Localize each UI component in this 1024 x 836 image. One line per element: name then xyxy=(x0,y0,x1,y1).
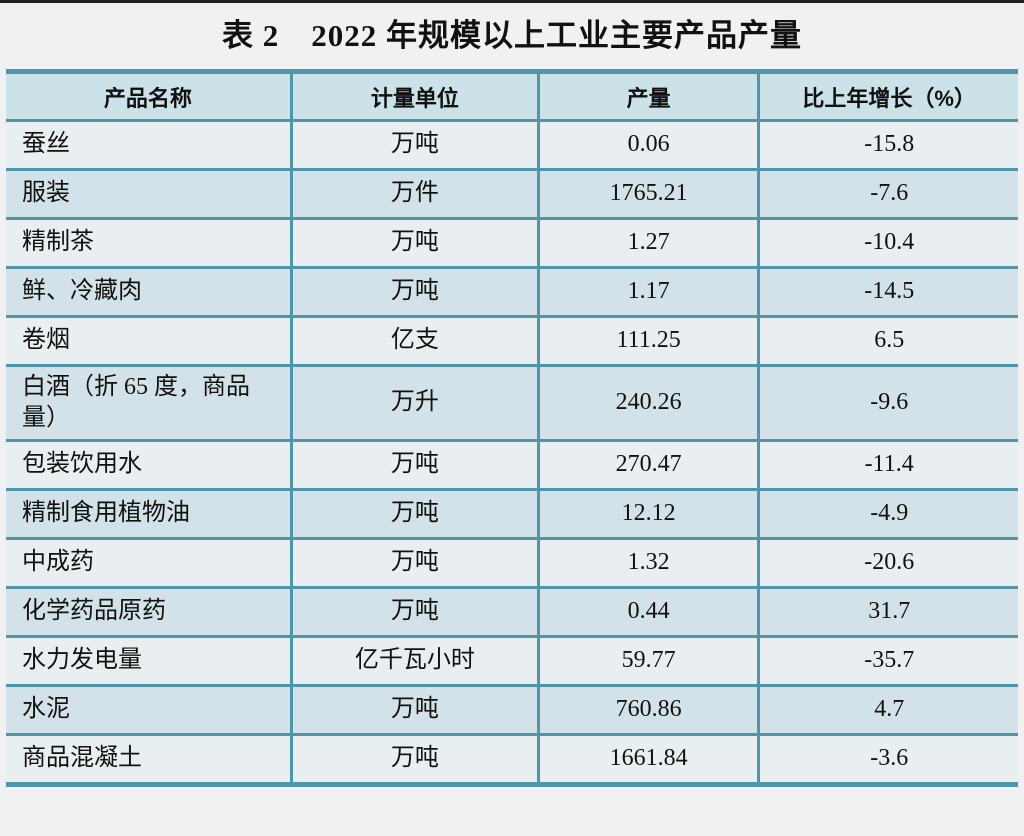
unit-cell: 万吨 xyxy=(289,684,540,736)
output-cell: 1765.21 xyxy=(536,168,761,220)
unit-cell: 万升 xyxy=(289,364,540,442)
output-cell: 59.77 xyxy=(536,635,761,687)
product-name-cell: 卷烟 xyxy=(6,315,293,367)
output-cell: 0.44 xyxy=(536,586,761,638)
table-body: 蚕丝 万吨 0.06 -15.8 服装 万件 1765.21 -7.6 精制茶 … xyxy=(6,119,1018,787)
table-title: 表 2 2022 年规模以上工业主要产品产量 xyxy=(222,18,802,53)
unit-cell: 万件 xyxy=(289,168,540,220)
header-row: 产品名称 计量单位 产量 比上年增长（%） xyxy=(6,69,1018,122)
table-row: 包装饮用水 万吨 270.47 -11.4 xyxy=(6,439,1018,491)
growth-cell: -15.8 xyxy=(757,119,1018,171)
output-cell: 12.12 xyxy=(536,488,761,540)
col-header-product-name: 产品名称 xyxy=(6,69,293,122)
top-divider xyxy=(0,0,1024,3)
output-cell: 270.47 xyxy=(536,439,761,491)
table-row: 精制茶 万吨 1.27 -10.4 xyxy=(6,217,1018,269)
output-cell: 111.25 xyxy=(536,315,761,367)
growth-cell: -35.7 xyxy=(757,635,1018,687)
product-name-cell: 包装饮用水 xyxy=(6,439,293,491)
output-cell: 1.17 xyxy=(536,266,761,318)
table-row: 水力发电量 亿千瓦小时 59.77 -35.7 xyxy=(6,635,1018,687)
table-header: 产品名称 计量单位 产量 比上年增长（%） xyxy=(6,69,1018,122)
table-row: 鲜、冷藏肉 万吨 1.17 -14.5 xyxy=(6,266,1018,318)
growth-cell: -20.6 xyxy=(757,537,1018,589)
col-header-unit: 计量单位 xyxy=(289,69,540,122)
growth-cell: -4.9 xyxy=(757,488,1018,540)
table-row: 水泥 万吨 760.86 4.7 xyxy=(6,684,1018,736)
col-header-output: 产量 xyxy=(536,69,761,122)
product-name-cell: 中成药 xyxy=(6,537,293,589)
table-row: 蚕丝 万吨 0.06 -15.8 xyxy=(6,119,1018,171)
output-cell: 1.32 xyxy=(536,537,761,589)
growth-cell: -7.6 xyxy=(757,168,1018,220)
output-cell: 760.86 xyxy=(536,684,761,736)
table-row: 中成药 万吨 1.32 -20.6 xyxy=(6,537,1018,589)
unit-cell: 亿支 xyxy=(289,315,540,367)
output-cell: 1661.84 xyxy=(536,733,761,787)
product-name-cell: 化学药品原药 xyxy=(6,586,293,638)
col-header-growth: 比上年增长（%） xyxy=(757,69,1018,122)
product-name-cell: 精制食用植物油 xyxy=(6,488,293,540)
unit-cell: 万吨 xyxy=(289,119,540,171)
product-name-cell: 精制茶 xyxy=(6,217,293,269)
table-row: 白酒（折 65 度，商品量） 万升 240.26 -9.6 xyxy=(6,364,1018,442)
products-table: 产品名称 计量单位 产量 比上年增长（%） 蚕丝 万吨 0.06 -15.8 服… xyxy=(6,69,1018,787)
product-name-cell: 服装 xyxy=(6,168,293,220)
growth-cell: -10.4 xyxy=(757,217,1018,269)
growth-cell: 6.5 xyxy=(757,315,1018,367)
growth-cell: -11.4 xyxy=(757,439,1018,491)
table-row: 化学药品原药 万吨 0.44 31.7 xyxy=(6,586,1018,638)
unit-cell: 万吨 xyxy=(289,217,540,269)
growth-cell: -9.6 xyxy=(757,364,1018,442)
product-name-cell: 鲜、冷藏肉 xyxy=(6,266,293,318)
product-name-cell: 水泥 xyxy=(6,684,293,736)
output-cell: 240.26 xyxy=(536,364,761,442)
product-name-cell: 水力发电量 xyxy=(6,635,293,687)
product-name-cell: 商品混凝土 xyxy=(6,733,293,787)
growth-cell: 4.7 xyxy=(757,684,1018,736)
growth-cell: 31.7 xyxy=(757,586,1018,638)
growth-cell: -3.6 xyxy=(757,733,1018,787)
product-name-cell: 白酒（折 65 度，商品量） xyxy=(6,364,293,442)
unit-cell: 万吨 xyxy=(289,586,540,638)
table-row: 服装 万件 1765.21 -7.6 xyxy=(6,168,1018,220)
table-row: 卷烟 亿支 111.25 6.5 xyxy=(6,315,1018,367)
product-name-cell: 蚕丝 xyxy=(6,119,293,171)
unit-cell: 万吨 xyxy=(289,266,540,318)
unit-cell: 亿千瓦小时 xyxy=(289,635,540,687)
unit-cell: 万吨 xyxy=(289,439,540,491)
growth-cell: -14.5 xyxy=(757,266,1018,318)
table-row: 精制食用植物油 万吨 12.12 -4.9 xyxy=(6,488,1018,540)
unit-cell: 万吨 xyxy=(289,488,540,540)
output-cell: 1.27 xyxy=(536,217,761,269)
unit-cell: 万吨 xyxy=(289,537,540,589)
output-cell: 0.06 xyxy=(536,119,761,171)
table-row: 商品混凝土 万吨 1661.84 -3.6 xyxy=(6,733,1018,787)
unit-cell: 万吨 xyxy=(289,733,540,787)
